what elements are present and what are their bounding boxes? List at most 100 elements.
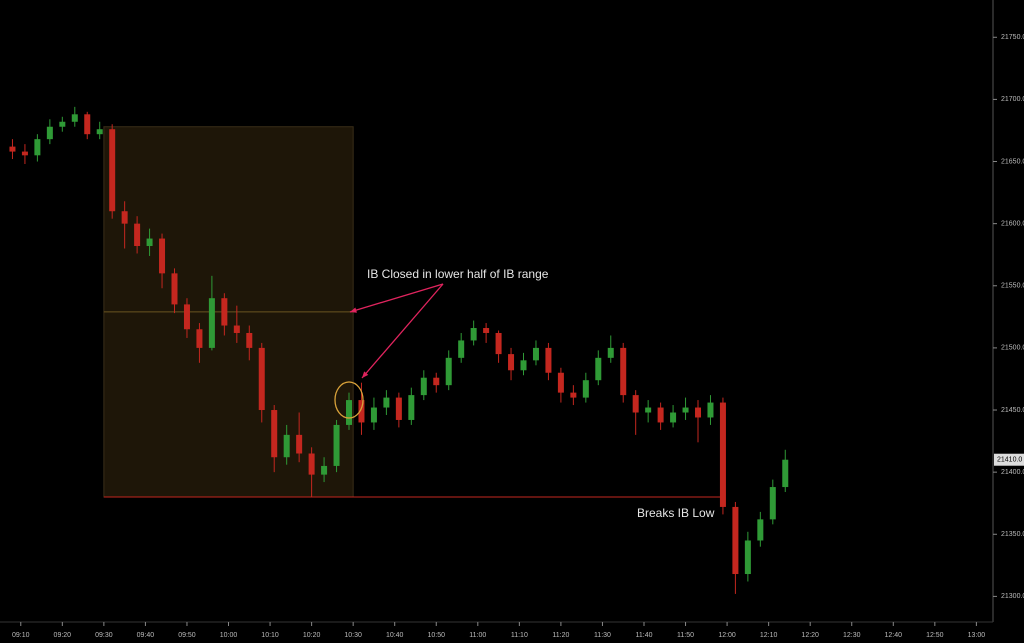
x-tick-label: 12:40 <box>885 632 903 639</box>
candle-body <box>545 347 552 373</box>
arrow-head <box>362 371 369 378</box>
y-tick-label: 21350.0 <box>1001 531 1024 538</box>
candle-body <box>670 412 677 423</box>
candle-body <box>532 347 539 361</box>
candle-body <box>358 400 365 423</box>
candle-body <box>308 453 315 475</box>
x-tick-label: 10:50 <box>427 632 445 639</box>
candle-body <box>321 465 328 475</box>
candle-body <box>582 380 589 398</box>
candle-body <box>333 424 340 466</box>
candle-body <box>769 487 776 520</box>
candle-body <box>557 372 564 393</box>
y-tick-label: 21400.0 <box>1001 469 1024 476</box>
candle-body <box>59 121 66 127</box>
candle-body <box>570 392 577 398</box>
candle-body <box>71 114 78 122</box>
candle-body <box>196 329 203 348</box>
candle-body <box>258 347 265 411</box>
x-tick-label: 11:30 <box>594 632 611 639</box>
candle-body <box>271 410 278 458</box>
candle-body <box>408 395 415 420</box>
x-tick-label: 10:20 <box>303 632 321 639</box>
y-tick-label: 21550.0 <box>1001 283 1024 290</box>
x-tick-label: 10:40 <box>386 632 404 639</box>
candle-body <box>483 328 490 333</box>
y-tick-label: 21750.0 <box>1001 34 1024 41</box>
candle-body <box>495 332 502 355</box>
x-tick-label: 12:50 <box>926 632 944 639</box>
candle-body <box>458 340 465 358</box>
candle-body <box>744 540 751 575</box>
candle-body <box>296 434 303 454</box>
x-tick-label: 09:50 <box>178 632 196 639</box>
candle-body <box>84 114 91 135</box>
candle-body <box>283 434 290 458</box>
x-tick-label: 12:00 <box>718 632 736 639</box>
x-tick-label: 09:20 <box>54 632 72 639</box>
candle-body <box>96 129 103 135</box>
candle-body <box>508 354 515 371</box>
candle-body <box>420 377 427 396</box>
candle-body <box>34 139 41 156</box>
x-tick-label: 11:00 <box>469 632 486 639</box>
candle-body <box>171 273 178 305</box>
candle-body <box>9 146 16 152</box>
candle-body <box>732 506 739 575</box>
candle-body <box>682 407 689 413</box>
last-price-box <box>994 453 1024 466</box>
candle-body <box>183 304 190 330</box>
x-tick-label: 10:00 <box>220 632 238 639</box>
y-tick-label: 21700.0 <box>1001 96 1024 103</box>
highlight-circle <box>334 381 364 419</box>
arrow-head <box>350 307 357 313</box>
candle-body <box>159 238 166 274</box>
last-price-label: 21410.0 <box>997 457 1022 464</box>
candle-body <box>719 402 726 507</box>
x-tick-label: 12:20 <box>801 632 819 639</box>
candle-body <box>246 332 253 348</box>
candle-body <box>146 238 153 247</box>
x-tick-label: 11:50 <box>677 632 694 639</box>
x-tick-label: 12:30 <box>843 632 861 639</box>
annotation: IB Closed in lower half of IB range <box>367 267 549 281</box>
candle-body <box>121 211 128 224</box>
candle-body <box>595 357 602 381</box>
candle-body <box>645 407 652 413</box>
candle-body <box>470 328 477 341</box>
candle-body <box>620 347 627 396</box>
candle-body <box>346 400 353 425</box>
candle-body <box>395 397 402 420</box>
candle-body <box>657 407 664 423</box>
x-tick-label: 13:00 <box>968 632 986 639</box>
x-tick-label: 09:10 <box>12 632 30 639</box>
y-tick-label: 21650.0 <box>1001 158 1024 165</box>
candle-body <box>757 519 764 541</box>
candle-body <box>445 357 452 386</box>
y-tick-label: 21500.0 <box>1001 345 1024 352</box>
x-tick-label: 10:30 <box>344 632 362 639</box>
x-tick-label: 11:10 <box>511 632 528 639</box>
candle-body <box>46 126 53 140</box>
candle-body <box>632 395 639 413</box>
candle-body <box>520 360 527 371</box>
y-tick-label: 21450.0 <box>1001 407 1024 414</box>
candle-body <box>134 223 141 247</box>
candle-body <box>233 325 240 333</box>
x-tick-label: 12:10 <box>760 632 778 639</box>
candle-body <box>695 407 702 418</box>
candle-body <box>433 377 440 386</box>
annotation-arrow <box>349 283 444 313</box>
candle-body <box>707 402 714 418</box>
x-tick-label: 11:40 <box>635 632 652 639</box>
candle-body <box>383 397 390 408</box>
candle-body <box>607 347 614 358</box>
candle-body <box>208 298 215 348</box>
annotation-arrow <box>361 283 444 379</box>
x-tick-label: 09:40 <box>137 632 155 639</box>
x-tick-label: 09:30 <box>95 632 113 639</box>
candle-body <box>21 151 28 156</box>
x-tick-label: 11:20 <box>552 632 569 639</box>
candle-body <box>782 459 789 488</box>
